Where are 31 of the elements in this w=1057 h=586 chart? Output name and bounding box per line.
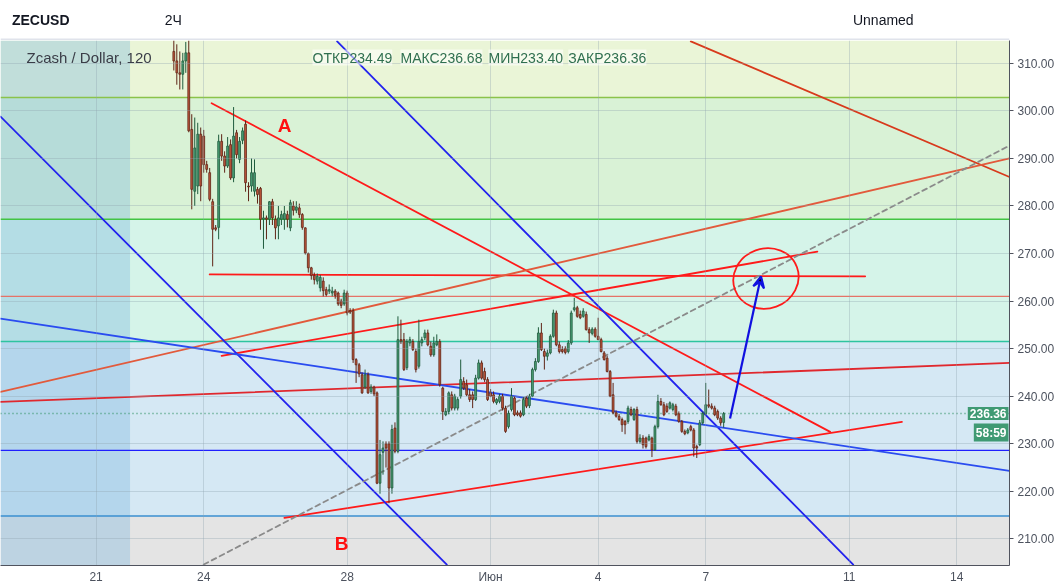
y-tick-label: 220.00 (1017, 484, 1055, 499)
text: 2Ч (164, 11, 182, 28)
text: Unnamed (852, 11, 914, 28)
x-tick-label: 28 (340, 569, 355, 584)
x-tick-label: 7 (702, 569, 710, 584)
x-tick-label: 21 (89, 569, 104, 584)
annotation: МИН233.40 (488, 49, 564, 66)
ref-line-label: 236.36 (969, 407, 1007, 422)
y-tick-label: 210.00 (1017, 532, 1055, 547)
y-tick-label: 230.00 (1017, 437, 1055, 452)
annotation: ЗАКР236.36 (568, 49, 647, 66)
annotation: ОТКР234.49 (312, 49, 393, 66)
y-tick-label: 300.00 (1017, 104, 1055, 119)
y-tick-label: 250.00 (1017, 342, 1055, 357)
annotation: 58:59 (975, 425, 1007, 440)
y-tick-label: 240.00 (1017, 389, 1055, 404)
x-tick-label: 24 (197, 569, 211, 584)
annotation: МАКС236.68 (400, 49, 483, 66)
x-tick-label: 11 (842, 569, 856, 584)
x-tick-label: 14 (950, 569, 964, 584)
y-tick-label: 310.00 (1017, 56, 1055, 71)
x-tick-label: Июн (478, 569, 503, 584)
text: Zcash / Dollar, 120 (26, 49, 152, 66)
y-tick-label: 270.00 (1017, 247, 1055, 262)
annotation: A (277, 115, 292, 136)
x-tick-label: 4 (594, 569, 602, 584)
annotation: B (334, 533, 349, 554)
y-tick-label: 290.00 (1017, 151, 1055, 166)
y-tick-label: 280.00 (1017, 199, 1055, 214)
y-tick-label: 260.00 (1017, 294, 1055, 309)
chart-title: ZECUSD (11, 11, 70, 28)
